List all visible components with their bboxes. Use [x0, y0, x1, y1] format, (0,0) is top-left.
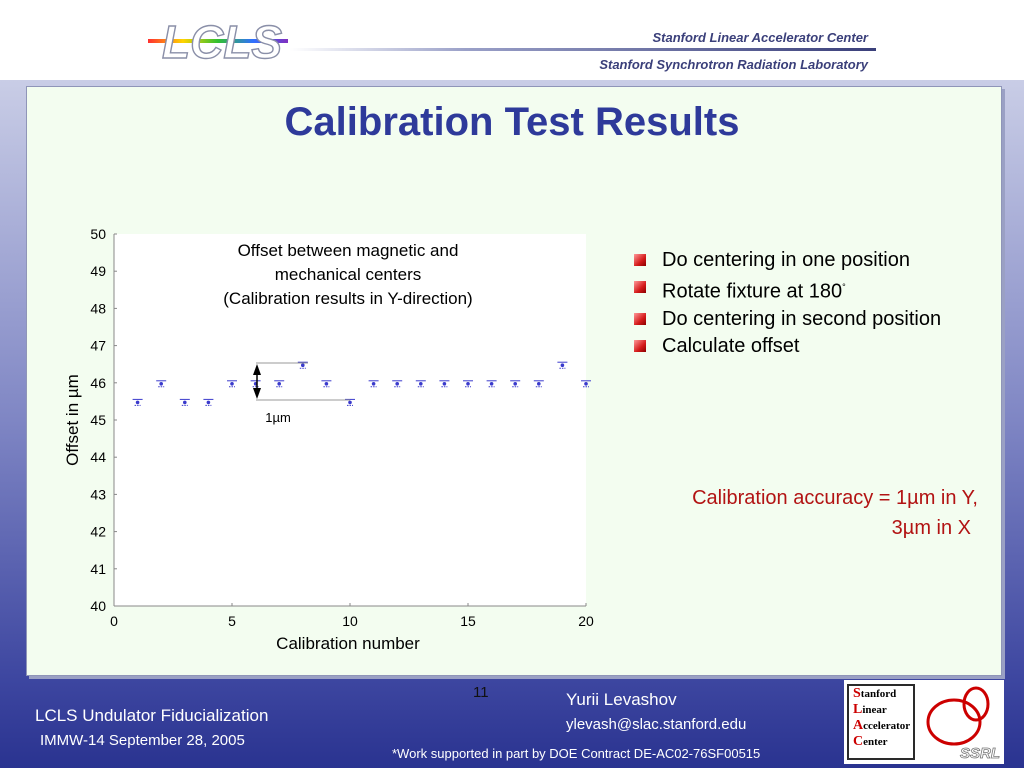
data-point — [439, 380, 450, 388]
data-point — [132, 398, 143, 406]
x-tick-label: 20 — [578, 613, 594, 629]
data-point — [486, 380, 497, 388]
y-tick-label: 50 — [90, 226, 106, 242]
slac-ssrl-logo: Stanford Linear Accelerator Center SSRL — [844, 680, 1004, 764]
y-tick-label: 48 — [90, 300, 106, 316]
chart-title-line-2: mechanical centers — [275, 265, 421, 284]
data-point — [533, 380, 544, 388]
y-tick-label: 49 — [90, 263, 106, 279]
bullet-item: Rotate fixture at 180° — [634, 274, 941, 306]
plot-area — [114, 234, 586, 606]
ssrl-rings-icon: SSRL — [926, 686, 1000, 762]
slide-header: LCLS Stanford Linear Accelerator Center … — [0, 0, 1024, 80]
y-tick-label: 41 — [90, 561, 106, 577]
x-tick-label: 10 — [342, 613, 358, 629]
data-point — [557, 361, 568, 369]
chart-title-line-1: Offset between magnetic and — [238, 241, 459, 260]
footer-author: Yurii Levashov — [566, 690, 677, 709]
slac-wordmark: Stanford Linear Accelerator Center — [847, 684, 915, 760]
degree-mark: ° — [842, 282, 846, 292]
org-ssrl: Stanford Synchrotron Radiation Laborator… — [599, 57, 868, 72]
y-tick-label: 40 — [90, 598, 106, 614]
footer-project: LCLS Undulator Fiducialization — [35, 706, 269, 725]
data-point — [368, 380, 379, 388]
data-point — [156, 380, 167, 388]
footer-support-note: *Work supported in part by DOE Contract … — [392, 746, 761, 761]
annotation-arrowhead-down — [253, 388, 261, 399]
accuracy-line-2: 3µm in X — [891, 517, 971, 539]
x-tick-label: 15 — [460, 613, 476, 629]
y-tick-label: 44 — [90, 449, 106, 465]
y-tick-label: 43 — [90, 486, 106, 502]
calibration-chart: Offset between magnetic and mechanical c… — [63, 226, 594, 653]
bullet-list: Do centering in one position Rotate fixt… — [634, 247, 941, 360]
x-tick-label: 0 — [110, 613, 118, 629]
x-axis-label: Calibration number — [276, 634, 420, 653]
svg-text:SSRL: SSRL — [960, 745, 1000, 762]
lcls-logo: LCLS — [148, 15, 288, 68]
data-point — [463, 380, 473, 388]
annotation-label: 1µm — [265, 410, 291, 425]
y-axis-label: Offset in µm — [63, 374, 82, 466]
y-tick-label: 46 — [90, 375, 106, 391]
data-point — [321, 380, 332, 388]
data-point — [415, 380, 426, 388]
y-tick-label: 47 — [90, 338, 106, 354]
page-number: 11 — [473, 684, 489, 701]
footer-email: ylevash@slac.stanford.edu — [566, 716, 747, 733]
y-tick-label: 42 — [90, 524, 106, 540]
svg-text:LCLS: LCLS — [162, 16, 282, 68]
data-point — [581, 380, 591, 388]
y-tick-label: 45 — [90, 412, 106, 428]
header-rule — [290, 48, 876, 51]
chart-title-line-3: (Calibration results in Y-direction) — [223, 289, 472, 308]
bullet-item: Do centering in second position — [634, 306, 941, 333]
footer-meeting: IMMW-14 September 28, 2005 — [40, 732, 245, 749]
slide-title: Calibration Test Results — [284, 100, 740, 144]
data-point — [227, 380, 237, 388]
org-slac: Stanford Linear Accelerator Center — [652, 30, 868, 45]
data-point — [392, 380, 403, 388]
data-point — [274, 380, 285, 388]
data-point — [510, 380, 521, 388]
bullet-item: Calculate offset — [634, 333, 941, 360]
accuracy-line-1: Calibration accuracy = 1µm in Y, — [692, 487, 978, 509]
data-point — [203, 398, 214, 406]
bullet-item: Do centering in one position — [634, 247, 941, 274]
data-point — [179, 398, 190, 406]
x-tick-label: 5 — [228, 613, 236, 629]
data-point — [345, 398, 355, 406]
annotation-arrowhead-up — [253, 364, 261, 375]
